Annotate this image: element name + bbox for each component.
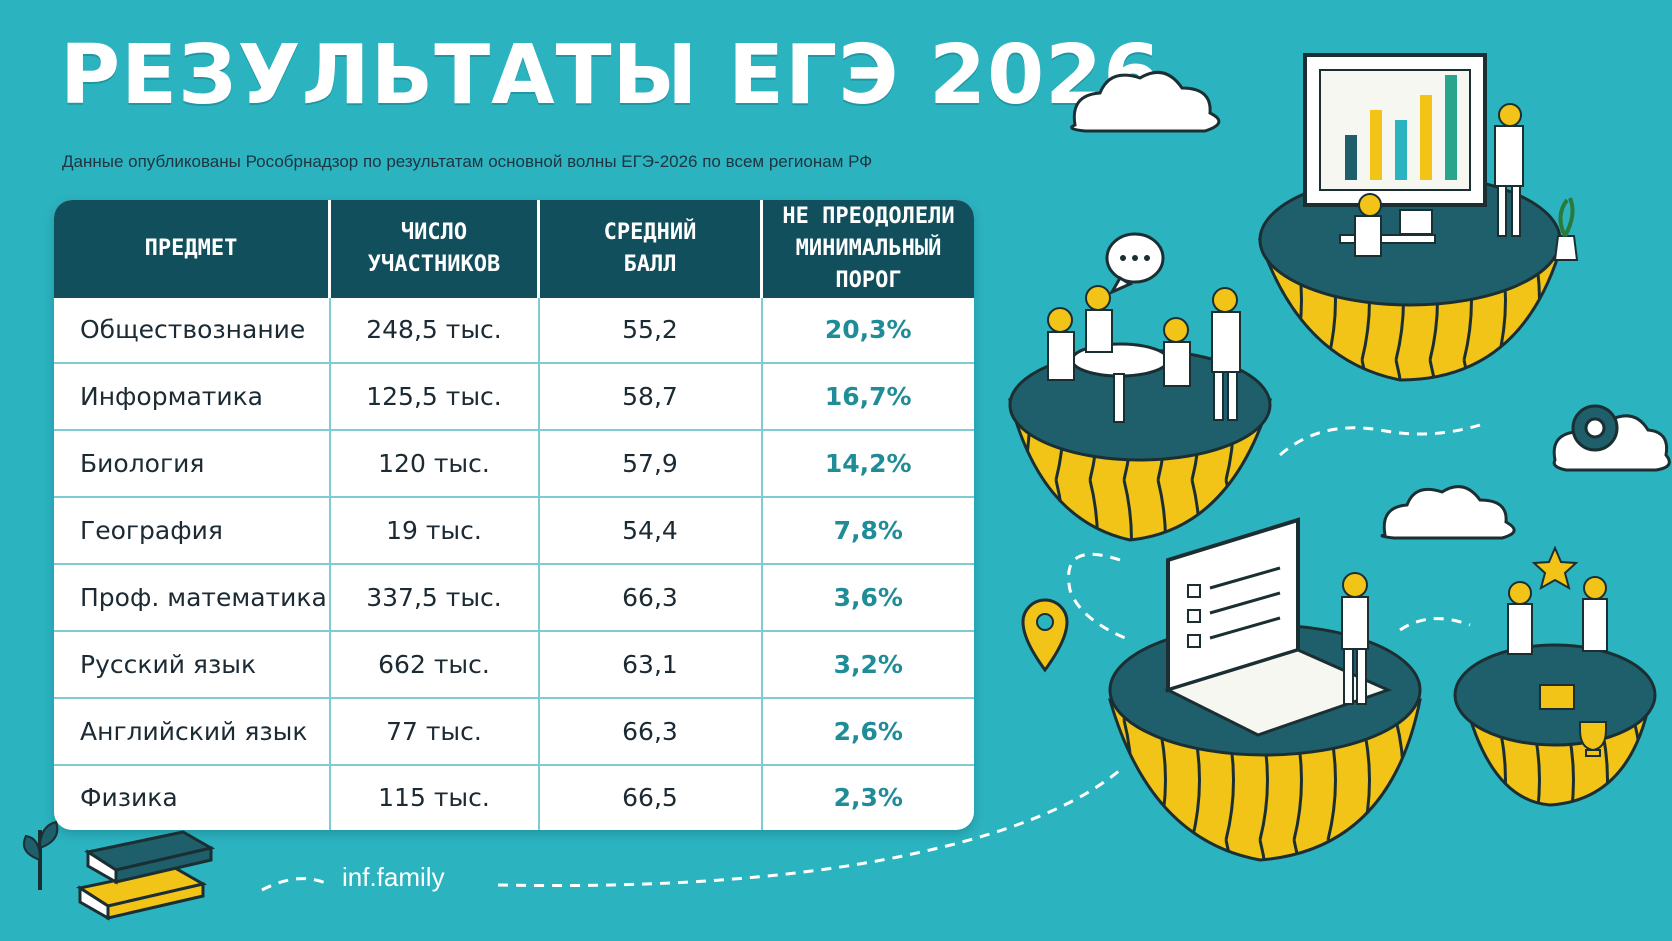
header-failed-threshold: НЕ ПРЕОДОЛЕЛИ МИНИМАЛЬНЫЙ ПОРОГ [761, 200, 974, 298]
failed-percent-cell: 7,8% [761, 495, 974, 564]
subject-cell: Русский язык [54, 629, 331, 698]
subject-cell: Физика [54, 763, 331, 830]
table-row: Информатика 125,5 тыс. 58,7 16,7% [54, 361, 974, 430]
gear-icon [1552, 404, 1671, 472]
participants-cell: 248,5 тыс. [329, 298, 540, 363]
failed-percent-cell: 3,2% [761, 629, 974, 698]
average-score-cell: 66,5 [538, 763, 763, 830]
island-laptop [1108, 517, 1422, 862]
average-score-cell: 66,3 [538, 696, 763, 765]
participants-cell: 120 тыс. [329, 428, 540, 497]
average-score-cell: 58,7 [538, 361, 763, 430]
results-table: ПРЕДМЕТ ЧИСЛО УЧАСТНИКОВ СРЕДНИЙ БАЛЛ НЕ… [54, 200, 974, 830]
header-participants: ЧИСЛО УЧАСТНИКОВ [329, 200, 540, 298]
results-table-card: ПРЕДМЕТ ЧИСЛО УЧАСТНИКОВ СРЕДНИЙ БАЛЛ НЕ… [54, 200, 974, 830]
failed-percent-cell: 2,3% [761, 763, 974, 830]
table-row: Обществознание 248,5 тыс. 55,2 20,3% [54, 298, 974, 363]
books-icon [76, 830, 216, 921]
header-average-score: СРЕДНИЙ БАЛЛ [538, 200, 763, 298]
failed-percent-cell: 20,3% [824, 315, 912, 345]
participants-cell: 337,5 тыс. [329, 562, 540, 631]
average-score-cell: 54,4 [538, 495, 763, 564]
plant-icon [22, 820, 59, 890]
failed-percent-cell: 3,6% [761, 562, 974, 631]
footer-site-label: inf.family [342, 862, 445, 892]
location-pin-icon [1021, 598, 1069, 673]
failed-percent-cell: 16,7% [761, 361, 974, 430]
table-row: Проф. математика 337,5 тыс. 66,3 3,6% [54, 562, 974, 631]
plant-icon [1553, 235, 1579, 261]
participants-cell: 125,5 тыс. [329, 361, 540, 430]
table-row: Физика 115 тыс. 66,5 2,3% [54, 763, 974, 830]
subject-cell: Английский язык [54, 696, 331, 765]
laptop-checklist-icon [1163, 517, 1393, 737]
subject-cell: Проф. математика [54, 562, 331, 631]
star-icon [1531, 545, 1579, 591]
speech-bubble-icon [1105, 232, 1165, 296]
page-subtitle: Данные опубликованы Рособрнадзор по резу… [62, 152, 873, 171]
trophy-icon [1579, 721, 1607, 757]
island-celebration [1453, 545, 1657, 807]
table-row: Биология 120 тыс. 57,9 14,2% [54, 428, 974, 497]
header-subject: ПРЕДМЕТ [54, 200, 331, 298]
island-meeting [1008, 285, 1273, 542]
subject-cell: Биология [54, 428, 331, 497]
subject-cell: Обществознание [54, 298, 331, 363]
participants-cell: 77 тыс. [329, 696, 540, 765]
subject-cell: География [54, 495, 331, 564]
cloud-icon [1070, 70, 1221, 133]
participants-cell: 19 тыс. [329, 495, 540, 564]
failed-percent-cell: 2,6% [761, 696, 974, 765]
table-row: Русский язык 662 тыс. 63,1 3,2% [54, 629, 974, 698]
subject-cell: Информатика [54, 361, 331, 430]
average-score-cell: 55,2 [538, 298, 763, 363]
average-score-cell: 57,9 [538, 428, 763, 497]
island-presentation [1257, 53, 1579, 382]
table-row: География 19 тыс. 54,4 7,8% [54, 495, 974, 564]
table-header-row: ПРЕДМЕТ ЧИСЛО УЧАСТНИКОВ СРЕДНИЙ БАЛЛ НЕ… [54, 200, 974, 298]
presentation-board-icon [1303, 53, 1487, 207]
participants-cell: 115 тыс. [329, 763, 540, 830]
failed-percent-cell: 14,2% [761, 428, 974, 497]
participants-cell: 662 тыс. [329, 629, 540, 698]
page-title: РЕЗУЛЬТАТЫ ЕГЭ 2026 [60, 28, 1162, 123]
average-score-cell: 63,1 [538, 629, 763, 698]
average-score-cell: 66,3 [538, 562, 763, 631]
table-row: Английский язык 77 тыс. 66,3 2,6% [54, 696, 974, 765]
cloud-icon [1380, 485, 1516, 540]
